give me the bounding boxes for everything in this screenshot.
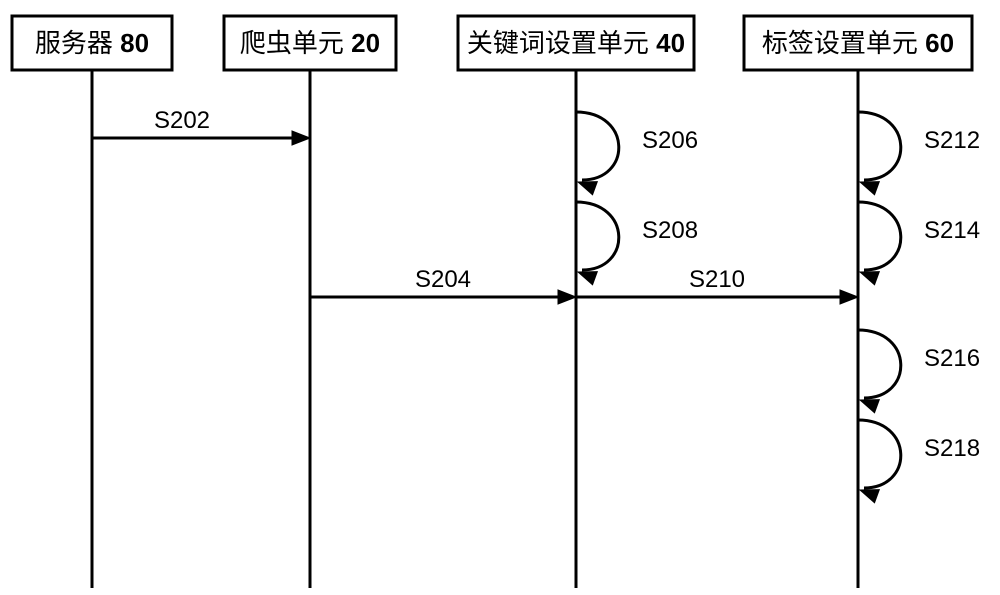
self-arrow-S208 — [578, 272, 597, 285]
participant-label-tag: 标签设置单元 60 — [762, 28, 954, 58]
message-label-S204: S204 — [415, 266, 471, 293]
self-arc-S208 — [576, 202, 619, 270]
self-label-S206: S206 — [642, 127, 698, 154]
message-arrow-S204 — [558, 290, 576, 304]
self-arc-S218 — [858, 420, 901, 488]
self-arrow-S216 — [860, 400, 879, 413]
self-label-S214: S214 — [924, 217, 980, 244]
participant-label-crawler: 爬虫单元 20 — [240, 28, 380, 58]
participant-label-keyword: 关键词设置单元 40 — [467, 28, 685, 58]
self-arc-S214 — [858, 202, 901, 270]
message-label-S210: S210 — [689, 266, 745, 293]
self-label-S218: S218 — [924, 435, 980, 462]
self-arrow-S218 — [860, 490, 879, 503]
message-label-S202: S202 — [154, 107, 210, 134]
self-label-S212: S212 — [924, 127, 980, 154]
self-arc-S206 — [576, 112, 619, 180]
self-arrow-S214 — [860, 272, 879, 285]
message-arrow-S210 — [840, 290, 858, 304]
self-arc-S216 — [858, 330, 901, 398]
message-arrow-S202 — [292, 131, 310, 145]
self-label-S208: S208 — [642, 217, 698, 244]
participant-label-server: 服务器 80 — [35, 28, 149, 58]
self-arc-S212 — [858, 112, 901, 180]
self-arrow-S212 — [860, 182, 879, 195]
self-arrow-S206 — [578, 182, 597, 195]
self-label-S216: S216 — [924, 345, 980, 372]
